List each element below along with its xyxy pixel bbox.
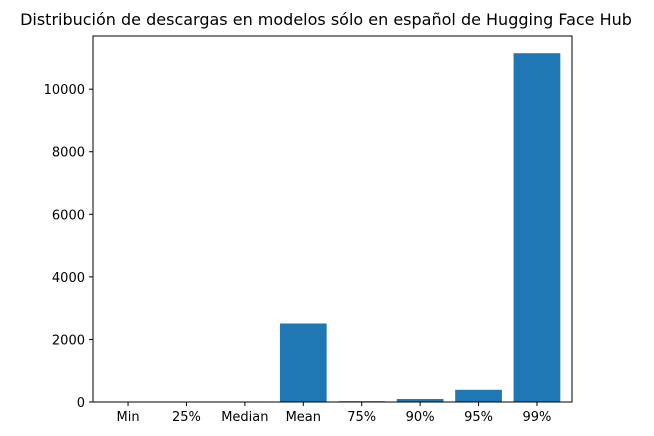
x-tick-label: Min [117,410,140,425]
y-tick-label: 0 [77,396,85,411]
bar-95pct [455,389,502,402]
bar-99pct [513,53,561,402]
x-tick-label: Mean [286,410,321,425]
x-tick-label: 25% [172,410,201,425]
x-tick-label: 75% [347,410,376,425]
bars [163,53,561,402]
x-tick-label: 90% [406,410,435,425]
y-tick-label: 10000 [44,83,85,98]
y-tick-label: 2000 [52,333,85,348]
bar-90pct [396,399,444,402]
x-axis: Min 25% Median Mean 75% 90% 95% 99% [117,402,551,425]
plot-area: 0 2000 4000 6000 8000 10000 Min 25% Median Mean 7… [44,35,573,425]
y-tick-label: 8000 [52,146,85,161]
plot-frame [92,35,573,403]
x-tick-label: 99% [522,410,551,425]
y-tick-label: 6000 [52,208,85,223]
x-tick-label: 95% [464,410,493,425]
y-tick-label: 4000 [52,271,85,286]
x-tick-label: Median [221,410,268,425]
y-axis: 0 2000 4000 6000 8000 10000 [44,83,93,411]
bar-mean [279,323,327,402]
chart-title: Distribución de descargas en modelos sól… [20,10,632,29]
